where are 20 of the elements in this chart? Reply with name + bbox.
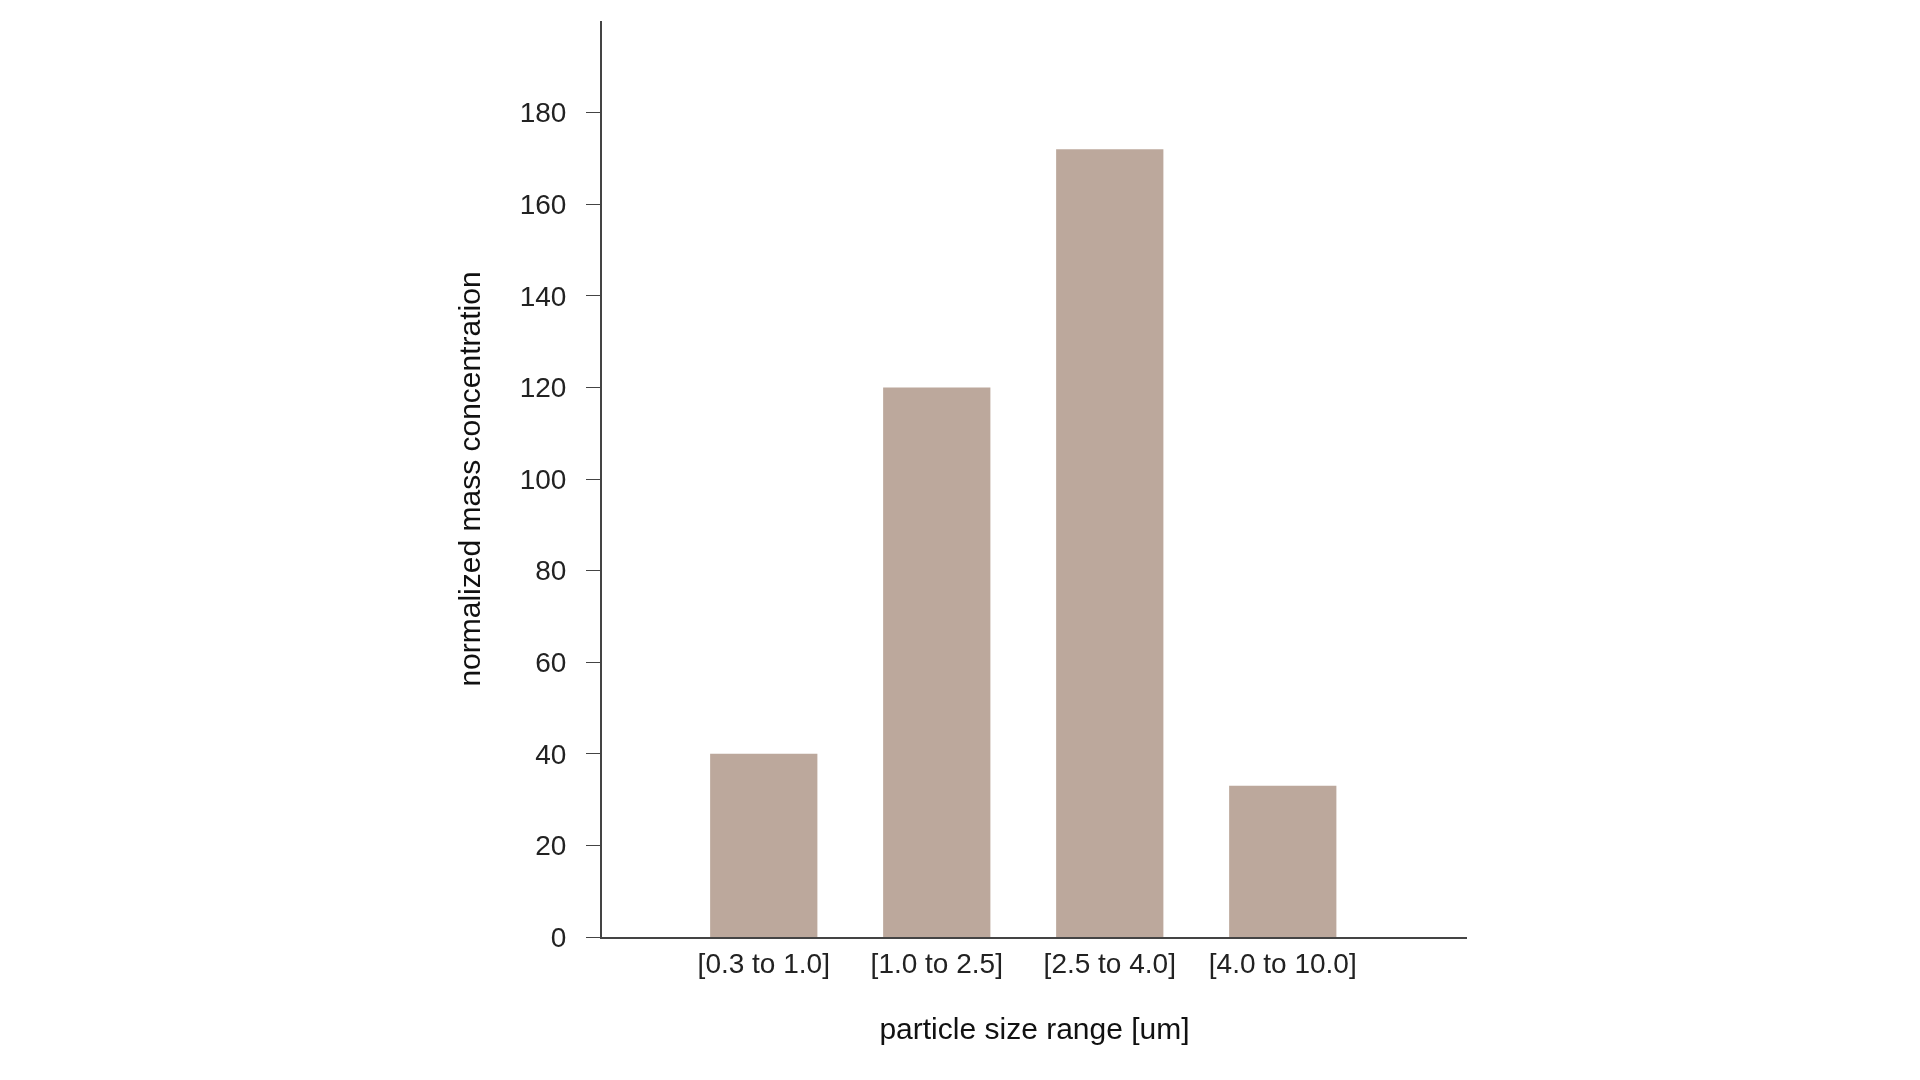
y-tick-label: 0 — [550, 921, 567, 953]
y-tick-label: 40 — [535, 738, 567, 770]
bar — [710, 753, 818, 937]
y-tick-label: 20 — [535, 830, 567, 862]
bar — [1056, 149, 1164, 937]
x-tick-label: [4.0 to 10.0] — [1208, 947, 1357, 979]
x-tick-label: [1.0 to 2.5] — [870, 947, 1003, 979]
x-axis-title: particle size range [um] — [879, 1011, 1190, 1045]
bar — [1229, 785, 1337, 937]
y-axis-title: normalized mass concentration — [453, 271, 487, 687]
y-tick-label: 160 — [519, 189, 567, 220]
y-tick-label: 180 — [519, 97, 567, 129]
y-tick-label: 60 — [535, 647, 567, 678]
bar — [883, 387, 991, 937]
y-tick-label: 100 — [519, 463, 567, 495]
x-tick-label: [0.3 to 1.0] — [697, 947, 830, 979]
y-tick-label: 80 — [535, 555, 567, 587]
y-tick-label: 140 — [519, 280, 567, 312]
y-tick-label: 120 — [519, 372, 567, 404]
x-tick-label: [2.5 to 4.0] — [1043, 947, 1176, 979]
